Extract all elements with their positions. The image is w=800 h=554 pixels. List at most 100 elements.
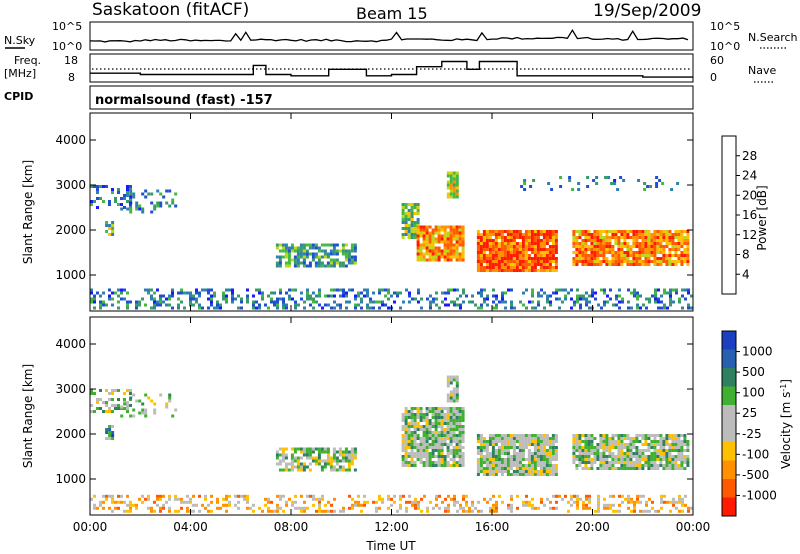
velocity-colorbar-label-main: Velocity [m s bbox=[779, 392, 793, 469]
heatmap-cell bbox=[626, 464, 630, 467]
heatmap-cell bbox=[491, 458, 495, 461]
heatmap-cell bbox=[416, 455, 420, 458]
heatmap-cell bbox=[584, 245, 588, 248]
heatmap-cell bbox=[350, 246, 354, 250]
heatmap-cell bbox=[617, 248, 621, 251]
colorbar-tick-label: -25 bbox=[742, 427, 762, 441]
heatmap-cell bbox=[521, 254, 525, 257]
heatmap-cell bbox=[590, 437, 594, 440]
heatmap-cell bbox=[536, 434, 540, 437]
heatmap-cell bbox=[296, 468, 300, 472]
heatmap-cell bbox=[275, 246, 279, 250]
heatmap-cell bbox=[515, 446, 519, 449]
heatmap-cell bbox=[647, 242, 651, 245]
heatmap-cell bbox=[459, 294, 462, 298]
heatmap-cell bbox=[572, 230, 576, 233]
heatmap-cell bbox=[665, 233, 669, 236]
heatmap-cell bbox=[443, 437, 447, 440]
heatmap-cell bbox=[668, 467, 672, 470]
heatmap-cell bbox=[440, 422, 444, 425]
heatmap-cell bbox=[648, 497, 651, 501]
heatmap-cell bbox=[572, 443, 576, 446]
heatmap-cell bbox=[623, 464, 627, 467]
heatmap-cell bbox=[458, 234, 462, 238]
heatmap-cell bbox=[449, 186, 453, 190]
heatmap-cell bbox=[455, 225, 459, 229]
heatmap-cell bbox=[153, 204, 157, 208]
heatmap-cell bbox=[614, 263, 618, 266]
heatmap-cell bbox=[479, 449, 483, 452]
heatmap-cell bbox=[500, 443, 504, 446]
heatmap-cell bbox=[659, 260, 663, 263]
heatmap-cell bbox=[393, 291, 396, 295]
heatmap-cell bbox=[240, 300, 243, 304]
heatmap-cell bbox=[326, 462, 330, 466]
heatmap-cell bbox=[240, 297, 243, 301]
heatmap-cell bbox=[390, 294, 393, 298]
heatmap-cell bbox=[444, 506, 447, 510]
heatmap-cell bbox=[353, 468, 357, 472]
heatmap-cell bbox=[545, 236, 549, 239]
heatmap-cell bbox=[284, 447, 288, 451]
heatmap-cell bbox=[461, 407, 465, 410]
heatmap-cell bbox=[527, 230, 531, 233]
heatmap-cell bbox=[438, 506, 441, 510]
heatmap-cell bbox=[686, 248, 690, 251]
heatmap-cell bbox=[413, 230, 417, 233]
heatmap-cell bbox=[440, 419, 444, 422]
heatmap-cell bbox=[126, 407, 129, 410]
heatmap-cell bbox=[446, 252, 450, 256]
heatmap-cell bbox=[629, 446, 633, 449]
heatmap-cell bbox=[548, 263, 552, 266]
heatmap-cell bbox=[437, 231, 441, 235]
heatmap-cell bbox=[153, 207, 157, 211]
heatmap-cell bbox=[156, 300, 159, 304]
heatmap-cell bbox=[545, 257, 549, 260]
heatmap-cell bbox=[428, 243, 432, 247]
heatmap-cell bbox=[512, 251, 516, 254]
heatmap-cell bbox=[684, 494, 687, 498]
heatmap-cell bbox=[290, 246, 294, 250]
heatmap-cell bbox=[177, 497, 180, 501]
heatmap-cell bbox=[549, 506, 552, 510]
heatmap-cell bbox=[674, 458, 678, 461]
heatmap-cell bbox=[177, 306, 180, 310]
heatmap-cell bbox=[620, 254, 624, 257]
heatmap-cell bbox=[617, 239, 621, 242]
heatmap-cell bbox=[150, 399, 154, 403]
heatmap-cell bbox=[602, 248, 606, 251]
heatmap-cell bbox=[662, 260, 666, 263]
heatmap-cell bbox=[462, 506, 465, 510]
heatmap-cell bbox=[428, 452, 432, 455]
heatmap-cell bbox=[680, 245, 684, 248]
heatmap-cell bbox=[476, 230, 480, 233]
heatmap-cell bbox=[497, 455, 501, 458]
heatmap-cell bbox=[435, 303, 438, 307]
heatmap-cell bbox=[587, 458, 591, 461]
heatmap-cell bbox=[545, 449, 549, 452]
heatmap-cell bbox=[614, 446, 618, 449]
heatmap-cell bbox=[290, 456, 294, 460]
heatmap-cell bbox=[327, 509, 330, 513]
heatmap-cell bbox=[587, 434, 591, 437]
heatmap-cell bbox=[360, 291, 363, 295]
heatmap-cell bbox=[413, 461, 417, 464]
heatmap-cell bbox=[207, 509, 210, 513]
heatmap-cell bbox=[551, 452, 555, 455]
heatmap-cell bbox=[410, 437, 414, 440]
heatmap-cell bbox=[296, 258, 300, 262]
heatmap-cell bbox=[545, 473, 549, 476]
heatmap-cell bbox=[387, 494, 390, 498]
heatmap-cell bbox=[683, 443, 687, 446]
heatmap-cell bbox=[275, 462, 279, 466]
heatmap-cell bbox=[647, 230, 651, 233]
heatmap-cell bbox=[144, 195, 148, 199]
heatmap-cell bbox=[608, 449, 612, 452]
heatmap-cell bbox=[129, 210, 133, 214]
heatmap-cell bbox=[669, 500, 672, 504]
heatmap-cell bbox=[111, 431, 115, 434]
heatmap-cell bbox=[425, 449, 429, 452]
heatmap-cell bbox=[572, 251, 576, 254]
power-colorbar-label: Power [dB] bbox=[755, 185, 769, 250]
heatmap-cell bbox=[479, 251, 483, 254]
